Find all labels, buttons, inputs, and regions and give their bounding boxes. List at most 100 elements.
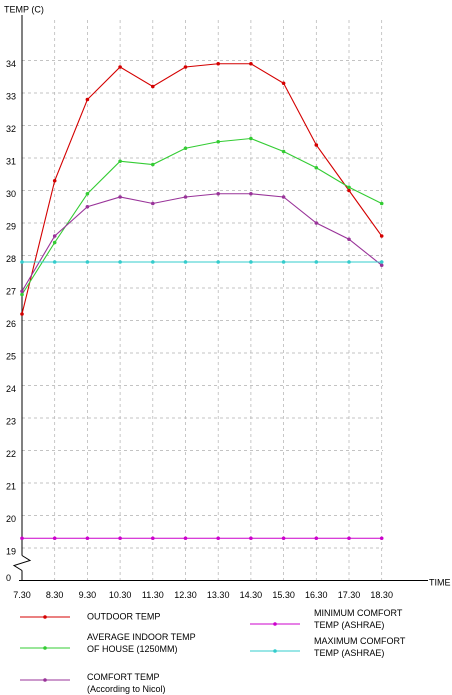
y-tick-label: 34 (6, 59, 16, 69)
y-tick-label: 32 (6, 124, 16, 134)
y-tick-label: 19 (6, 546, 16, 556)
point (281, 536, 286, 541)
x-tick-label: 18.30 (370, 590, 393, 600)
point (52, 260, 57, 264)
point (183, 65, 188, 69)
point (85, 204, 90, 209)
point (20, 536, 24, 541)
y-tick-label: 26 (6, 319, 16, 329)
point (20, 312, 24, 316)
legend-marker (43, 615, 47, 619)
y-tick-label: 22 (6, 449, 16, 459)
point (347, 260, 351, 264)
y-tick-label: 20 (6, 514, 16, 524)
y-axis-label: TEMP (C) (4, 4, 44, 14)
x-tick-label: 9.30 (79, 590, 97, 600)
point (314, 536, 319, 541)
series-line (21, 137, 382, 295)
point (20, 292, 24, 297)
x-tick-label: 12.30 (174, 590, 197, 600)
point (151, 162, 155, 167)
point (281, 260, 286, 264)
legend-label: OUTDOOR TEMP (87, 611, 160, 621)
x-tick-label: 13.30 (207, 590, 230, 600)
axis-break (12, 555, 32, 571)
legend-label: MAXIMUM COMFORT TEMP (ASHRAE) (314, 636, 406, 658)
x-tick-label: 17.30 (338, 590, 361, 600)
point (216, 191, 220, 196)
point (20, 260, 24, 264)
point (216, 139, 220, 144)
x-tick-label: 7.30 (13, 590, 31, 600)
point (151, 536, 155, 541)
y-tick-label: 24 (6, 384, 16, 394)
point (85, 536, 90, 541)
point (216, 536, 220, 541)
series-line (21, 63, 383, 315)
point (314, 260, 319, 264)
point (118, 159, 122, 164)
x-tick-label: 11.30 (142, 590, 164, 600)
legend-marker (273, 649, 277, 653)
y-tick-label: 23 (6, 416, 16, 426)
x-tick-label: 8.30 (46, 590, 64, 600)
point (118, 195, 122, 199)
point (379, 201, 384, 206)
point (183, 146, 188, 151)
point (85, 97, 90, 102)
series-line (21, 193, 383, 292)
legend-label: MINIMUM COMFORT TEMP (ASHRAE) (314, 608, 403, 630)
point (249, 61, 253, 66)
point (52, 536, 57, 541)
y-tick-label: 25 (6, 351, 16, 361)
y-tick-label: 30 (6, 189, 16, 199)
point (151, 84, 155, 89)
point (249, 136, 253, 141)
point (347, 185, 351, 190)
point (52, 240, 57, 245)
point (249, 260, 253, 264)
point (249, 191, 253, 196)
x-tick-label: 10.30 (109, 590, 132, 600)
point (52, 234, 57, 238)
point (314, 143, 319, 147)
legend-label: COMFORT TEMP (According to Nicol) (87, 672, 166, 694)
point (52, 178, 57, 183)
point (118, 536, 122, 541)
y-tick-label: 31 (6, 156, 16, 166)
x-tick-label: 16.30 (305, 590, 328, 600)
point (281, 195, 286, 199)
point (379, 263, 384, 268)
point (347, 237, 351, 242)
x-axis-label: TIME (429, 577, 451, 587)
point (347, 536, 351, 541)
point (85, 260, 90, 264)
legend-marker (43, 678, 47, 682)
point (183, 536, 188, 541)
point (118, 65, 122, 69)
point (216, 260, 220, 264)
y-tick-label: 0 (6, 573, 11, 583)
point (216, 61, 220, 66)
point (183, 195, 188, 199)
legend-label: AVERAGE INDOOR TEMP OF HOUSE (1250MM) (87, 632, 196, 654)
point (20, 289, 24, 294)
point (85, 191, 90, 196)
x-tick-label: 14.30 (240, 590, 263, 600)
point (379, 536, 384, 541)
y-tick-label: 27 (6, 286, 16, 296)
legend-marker (43, 646, 47, 650)
point (118, 260, 122, 264)
x-tick-label: 15.30 (272, 590, 295, 600)
point (379, 234, 384, 238)
point (314, 221, 319, 225)
point (151, 260, 155, 264)
point (379, 260, 384, 264)
point (281, 81, 286, 86)
y-tick-label: 28 (6, 254, 16, 264)
y-tick-label: 21 (6, 481, 16, 491)
point (183, 260, 188, 264)
point (347, 188, 351, 193)
y-tick-label: 33 (6, 91, 16, 101)
